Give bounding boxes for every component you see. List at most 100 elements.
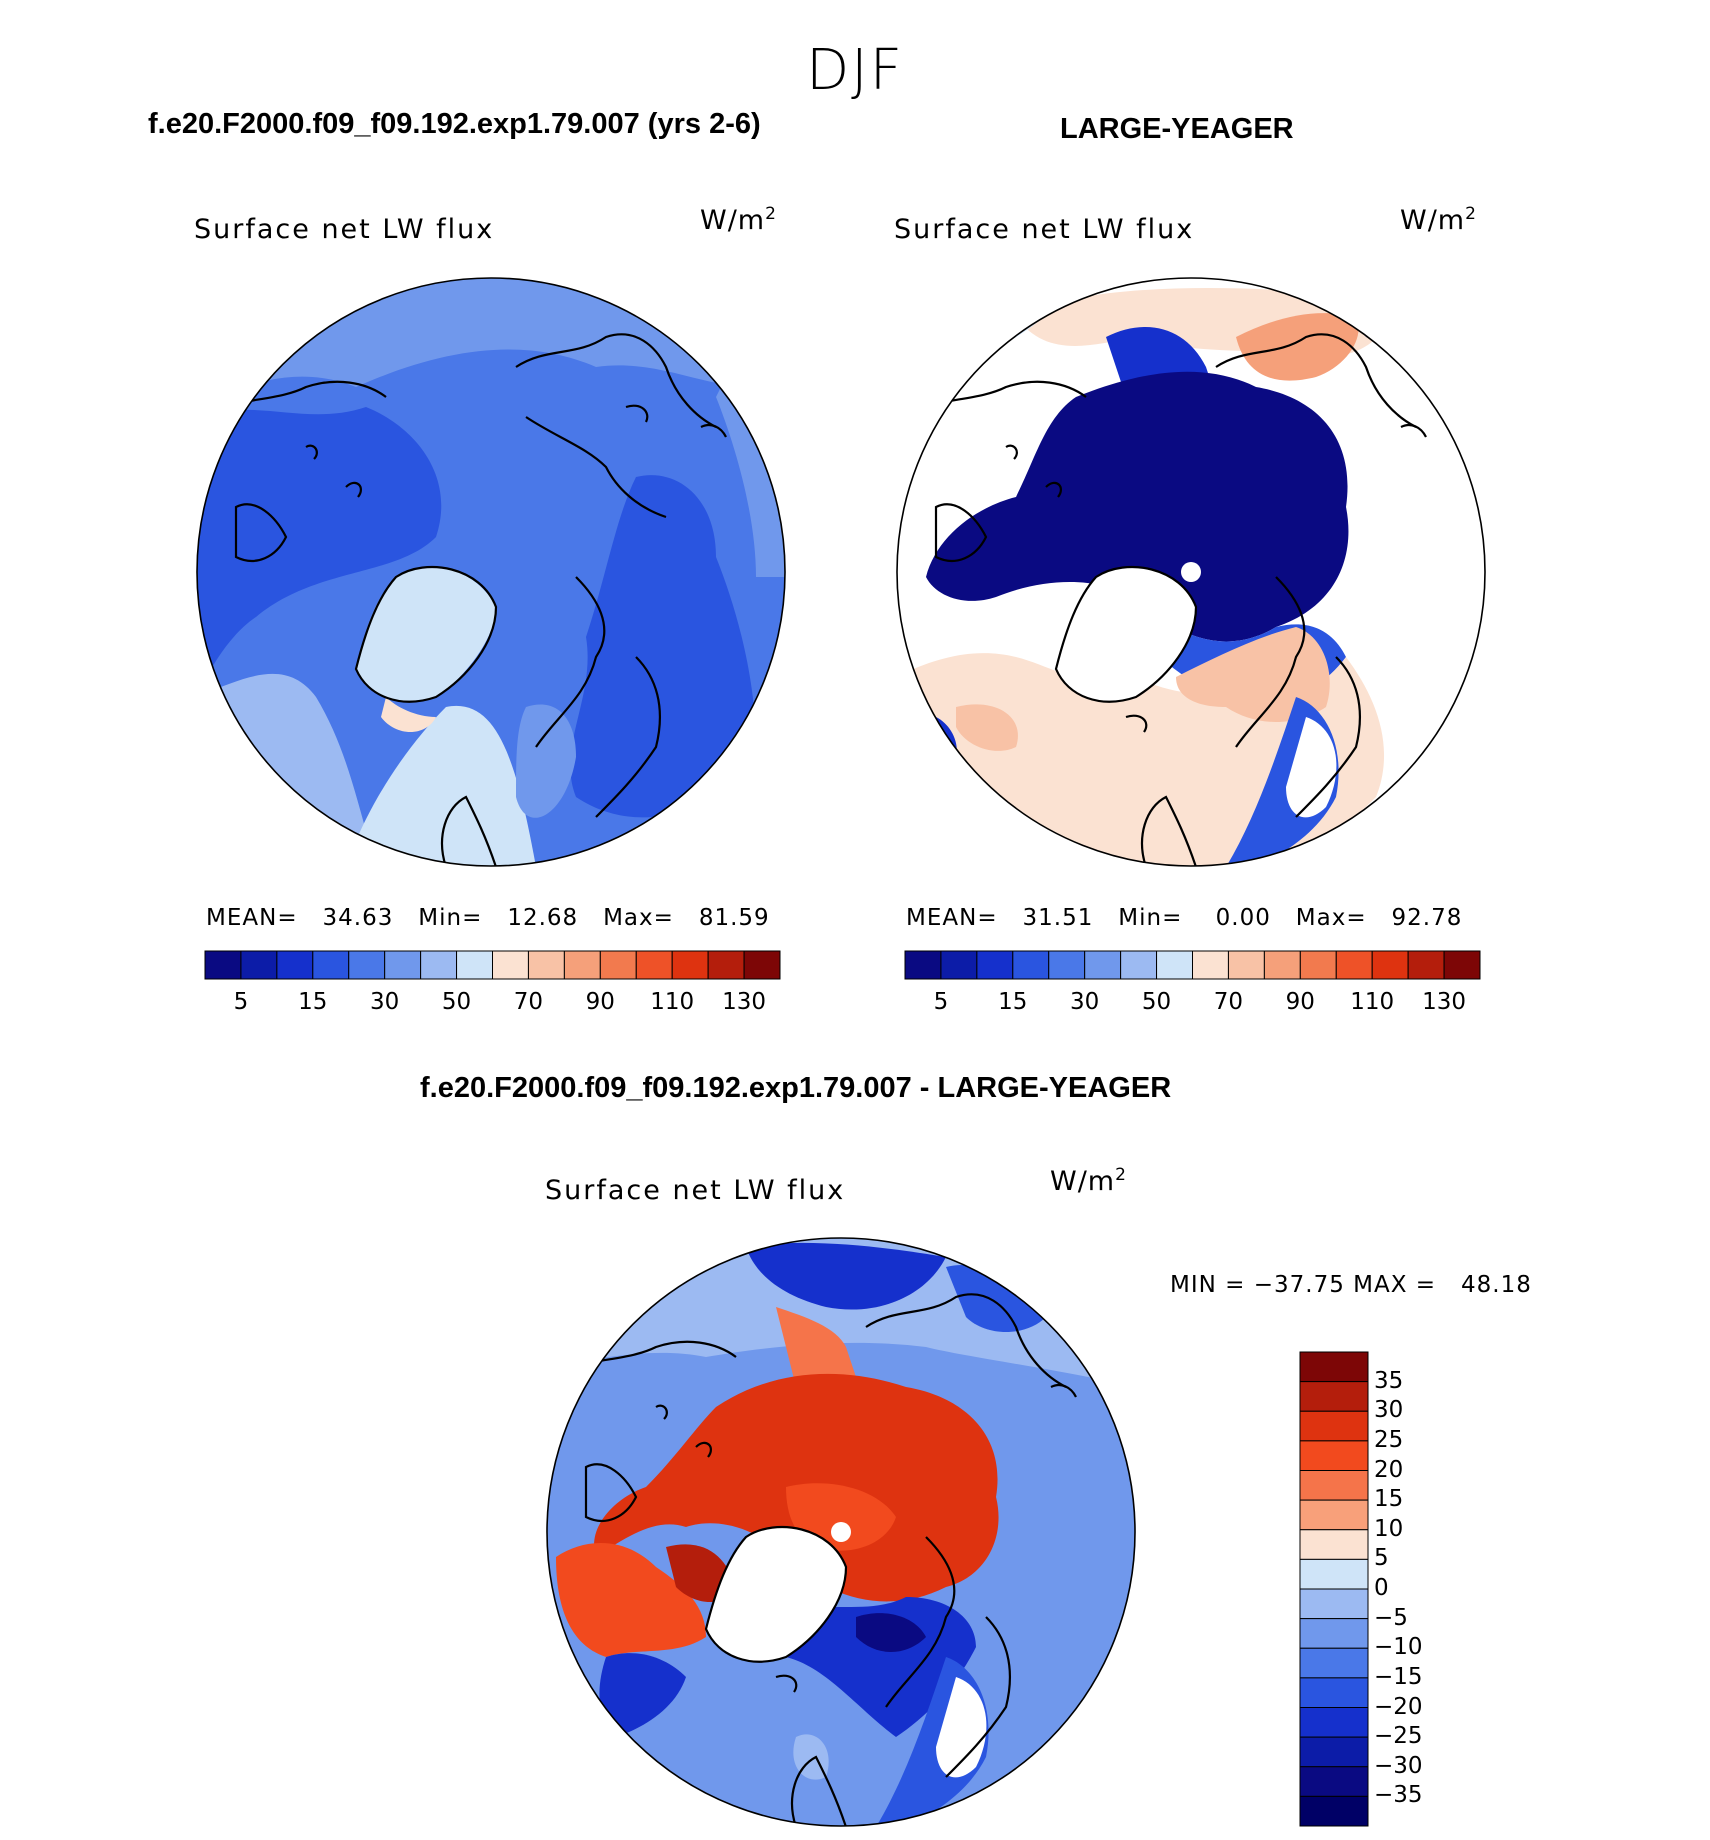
obs-colorbar-swatch: [1335, 950, 1373, 980]
obs-colorbar-tick-label: 15: [998, 989, 1028, 1015]
diff-polar-map: [546, 1237, 1136, 1827]
diff-colorbar-tick-label: 5: [1374, 1545, 1389, 1572]
model-colorbar-swatch: [563, 950, 601, 980]
model-colorbar-swatch: [671, 950, 709, 980]
diff-colorbar: [1299, 1351, 1369, 1827]
diff-colorbar-tick-label: 25: [1374, 1426, 1404, 1453]
diff-colorbar-swatch: [1299, 1618, 1369, 1649]
diff-colorbar-swatch: [1299, 1677, 1369, 1708]
obs-units: W/m2: [1400, 204, 1477, 236]
diff-colorbar-swatch: [1299, 1647, 1369, 1679]
obs-colorbar-tick-label: 50: [1141, 989, 1172, 1015]
model-colorbar-swatch: [204, 950, 242, 980]
model-field-contours: [197, 278, 785, 866]
diff-colorbar-swatch: [1299, 1410, 1369, 1442]
diff-colorbar-swatch: [1299, 1529, 1369, 1560]
model-colorbar-tick-label: 110: [650, 989, 695, 1015]
obs-colorbar-tick-label: 90: [1285, 989, 1315, 1015]
diff-colorbar-tick-label: −15: [1374, 1663, 1423, 1690]
diff-colorbar-tick-label: 35: [1374, 1367, 1404, 1394]
diff-colorbar-tick-label: −30: [1374, 1752, 1423, 1779]
obs-colorbar-tick-label: 130: [1422, 989, 1467, 1015]
diff-colorbar-tick-label: 0: [1374, 1575, 1389, 1601]
obs-field-label: Surface net LW flux: [894, 214, 1195, 245]
model-colorbar-swatch: [276, 950, 314, 980]
diff-colorbar-tick-label: −25: [1374, 1723, 1423, 1750]
obs-colorbar-swatch: [1443, 950, 1481, 980]
diff-field-label: Surface net LW flux: [545, 1175, 846, 1206]
model-stats: MEAN= 34.63 Min= 12.68 Max= 81.59: [206, 905, 770, 931]
model-colorbar-swatch: [743, 950, 781, 980]
obs-colorbar-tick-label: 70: [1213, 989, 1244, 1015]
obs-colorbar-swatch: [1120, 950, 1158, 980]
diff-panel-title: f.e20.F2000.f09_f09.192.exp1.79.007 - LA…: [420, 1072, 1172, 1104]
model-colorbar-tick-label: 30: [370, 989, 400, 1015]
diff-colorbar-swatch: [1299, 1440, 1369, 1471]
diff-colorbar-swatch: [1299, 1736, 1369, 1768]
model-colorbar-swatch: [384, 950, 422, 980]
obs-colorbar-swatch: [1192, 950, 1229, 980]
model-colorbar-swatch: [635, 950, 673, 980]
obs-map-border: [896, 277, 1486, 867]
obs-colorbar-swatch: [1371, 950, 1409, 980]
diff-colorbar-swatch: [1299, 1558, 1369, 1590]
model-colorbar-tick-label: 5: [233, 989, 249, 1015]
model-colorbar-swatch: [420, 950, 458, 980]
diff-units: W/m2: [1050, 1165, 1127, 1197]
model-colorbar-swatch: [492, 950, 529, 980]
diff-colorbar-swatch: [1299, 1588, 1369, 1620]
diff-colorbar-tick-label: 15: [1374, 1486, 1404, 1513]
model-colorbar-swatch: [707, 950, 745, 980]
obs-colorbar-swatch: [1299, 950, 1337, 980]
obs-stats: MEAN= 31.51 Min= 0.00 Max= 92.78: [906, 905, 1463, 931]
diff-pole-marker: [831, 1522, 851, 1542]
model-colorbar-swatch: [240, 950, 278, 980]
diff-colorbar-swatch: [1299, 1766, 1369, 1797]
diff-coastlines: [547, 1293, 1077, 1826]
model-polar-map: [196, 277, 786, 867]
model-colorbar-swatch: [456, 950, 493, 980]
model-colorbar-swatch: [348, 950, 386, 980]
model-colorbar-tick-label: 90: [585, 989, 615, 1015]
model-units: W/m2: [700, 204, 777, 236]
diff-colorbar-tick-label: −5: [1374, 1604, 1408, 1631]
season-title: DJF: [806, 38, 904, 103]
model-colorbar-tick-label: 70: [513, 989, 544, 1015]
diff-colorbar-tick-label: −20: [1374, 1693, 1423, 1720]
obs-colorbar-swatch: [1048, 950, 1086, 980]
obs-colorbar-swatch: [1084, 950, 1122, 980]
obs-colorbar-swatch: [1263, 950, 1301, 980]
obs-polar-map: [896, 277, 1486, 867]
obs-colorbar-tick-label: 110: [1350, 989, 1395, 1015]
diff-colorbar-swatch: [1299, 1499, 1369, 1531]
diff-colorbar-swatch: [1299, 1470, 1369, 1501]
obs-colorbar: [904, 950, 1481, 980]
obs-pole-marker: [1181, 562, 1201, 582]
diff-colorbar-swatch: [1299, 1381, 1369, 1412]
diff-colorbar-tick-label: −10: [1374, 1634, 1423, 1661]
diff-colorbar-swatch: [1299, 1795, 1369, 1827]
model-colorbar-tick-label: 130: [722, 989, 767, 1015]
model-colorbar-swatch: [599, 950, 637, 980]
obs-panel-title: LARGE-YEAGER: [1060, 113, 1294, 145]
obs-colorbar-tick-label: 5: [933, 989, 949, 1015]
obs-colorbar-tick-label: 30: [1070, 989, 1100, 1015]
model-coastlines: [197, 333, 727, 866]
obs-colorbar-swatch: [940, 950, 978, 980]
obs-colorbar-swatch: [1227, 950, 1265, 980]
model-colorbar-tick-label: 50: [441, 989, 472, 1015]
obs-colorbar-swatch: [1012, 950, 1050, 980]
diff-minmax: MIN = −37.75 MAX = 48.18: [1170, 1272, 1532, 1298]
diff-colorbar-tick-label: 30: [1374, 1397, 1404, 1424]
model-colorbar-swatch: [312, 950, 350, 980]
diff-colorbar-swatch: [1299, 1351, 1369, 1383]
diff-colorbar-tick-label: −35: [1374, 1782, 1423, 1809]
diff-colorbar-swatch: [1299, 1707, 1369, 1738]
diff-map-border: [546, 1237, 1136, 1827]
obs-colorbar-swatch: [976, 950, 1014, 980]
model-field-label: Surface net LW flux: [194, 214, 495, 245]
diff-colorbar-tick-label: 20: [1374, 1456, 1404, 1483]
model-map-border: [196, 277, 786, 867]
obs-colorbar-swatch: [1156, 950, 1193, 980]
model-colorbar: [204, 950, 781, 980]
